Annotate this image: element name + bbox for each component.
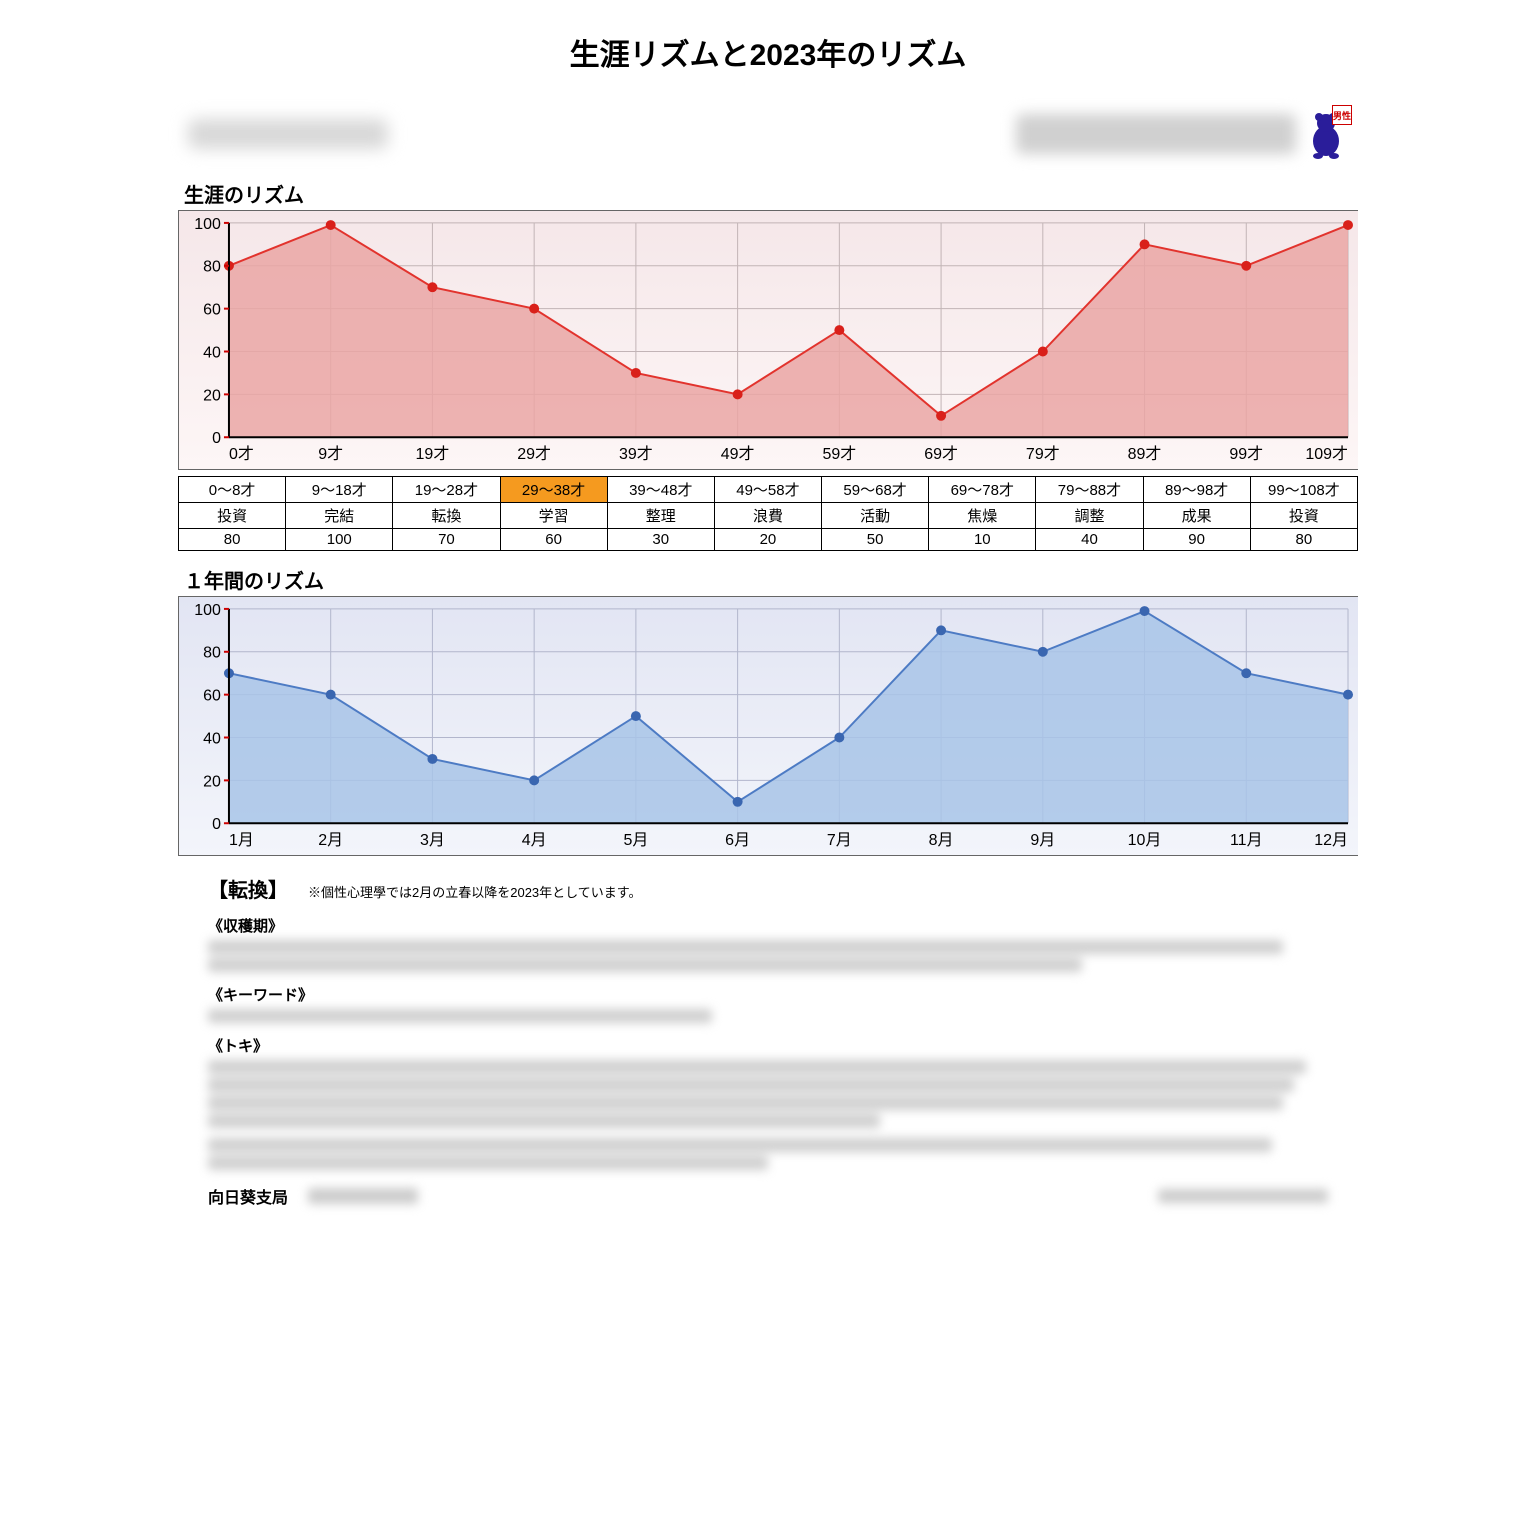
svg-text:20: 20 bbox=[203, 387, 221, 404]
life-phase-table: 0～8才9～18才19～28才29～38才39～48才49～58才59～68才6… bbox=[178, 476, 1358, 551]
svg-text:49才: 49才 bbox=[721, 445, 755, 463]
header-row: 男性 bbox=[188, 104, 1348, 164]
chart2-title: １年間のリズム bbox=[184, 565, 1358, 594]
svg-text:12月: 12月 bbox=[1314, 832, 1348, 849]
svg-text:11月: 11月 bbox=[1230, 832, 1263, 849]
svg-text:20: 20 bbox=[203, 773, 221, 790]
svg-text:59才: 59才 bbox=[822, 445, 856, 463]
page: 生涯リズムと2023年のリズム 男性 生涯のリズム 0 20 40 60 80 100 0 bbox=[178, 20, 1358, 1536]
mascot-icon: 男性 bbox=[1304, 109, 1348, 159]
year-rhythm-chart: 0 20 40 60 80 100 1月 2月 3月 4月 5月 6月 7月 8月 9月 10月 11月 12月 bbox=[178, 596, 1358, 856]
footer-row: 向日葵支局 bbox=[208, 1184, 1328, 1208]
svg-text:6月: 6月 bbox=[725, 832, 750, 849]
redacted-name bbox=[188, 119, 388, 149]
redacted-birth-info bbox=[1016, 114, 1296, 154]
chart1-title: 生涯のリズム bbox=[184, 179, 1358, 208]
page-title: 生涯リズムと2023年のリズム bbox=[178, 30, 1358, 74]
note-block-3: 《トキ》 bbox=[208, 1035, 1328, 1170]
svg-text:3月: 3月 bbox=[420, 832, 445, 849]
svg-text:4月: 4月 bbox=[522, 832, 547, 849]
note-label-2: 《キーワード》 bbox=[208, 984, 1328, 1005]
footer-branch: 向日葵支局 bbox=[208, 1184, 288, 1208]
redacted-text-1 bbox=[208, 940, 1328, 972]
redacted-footer-1 bbox=[308, 1188, 418, 1204]
life-rhythm-chart: 0 20 40 60 80 100 0才 9才 19才 29才 39才 49才 59才 69才 79才 89才… bbox=[178, 210, 1358, 470]
svg-text:2月: 2月 bbox=[318, 832, 343, 849]
chart2-svg: 0 20 40 60 80 100 1月 2月 3月 4月 5月 6月 7月 8月 9月 10月 11月 12月 bbox=[179, 597, 1358, 855]
notes-heading-main: 【転換】 bbox=[208, 874, 288, 903]
svg-text:80: 80 bbox=[203, 645, 221, 662]
svg-text:109才: 109才 bbox=[1305, 445, 1348, 463]
svg-text:1月: 1月 bbox=[229, 832, 254, 849]
header-right: 男性 bbox=[1016, 109, 1348, 159]
gender-badge: 男性 bbox=[1332, 105, 1352, 125]
svg-text:89才: 89才 bbox=[1128, 445, 1162, 463]
svg-text:79才: 79才 bbox=[1026, 445, 1060, 463]
svg-text:40: 40 bbox=[203, 345, 221, 362]
note-block-1: 《収穫期》 bbox=[208, 915, 1328, 972]
svg-text:100: 100 bbox=[194, 602, 221, 619]
svg-text:0: 0 bbox=[212, 430, 221, 447]
svg-text:99才: 99才 bbox=[1229, 445, 1263, 463]
notes-section: 【転換】 ※個性心理學では2月の立春以降を2023年としています。 《収穫期》 … bbox=[208, 874, 1328, 1170]
chart1-svg: 0 20 40 60 80 100 0才 9才 19才 29才 39才 49才 59才 69才 79才 89才… bbox=[179, 211, 1358, 469]
note-block-2: 《キーワード》 bbox=[208, 984, 1328, 1023]
notes-heading-sub: ※個性心理學では2月の立春以降を2023年としています。 bbox=[308, 882, 641, 901]
notes-heading: 【転換】 ※個性心理學では2月の立春以降を2023年としています。 bbox=[208, 874, 1328, 903]
note-label-1: 《収穫期》 bbox=[208, 915, 1328, 936]
note-label-3: 《トキ》 bbox=[208, 1035, 1328, 1056]
svg-text:40: 40 bbox=[203, 731, 221, 748]
redacted-footer-2 bbox=[1158, 1189, 1328, 1203]
svg-text:9才: 9才 bbox=[318, 445, 343, 463]
svg-text:8月: 8月 bbox=[929, 832, 954, 849]
redacted-text-3 bbox=[208, 1060, 1328, 1170]
svg-text:39才: 39才 bbox=[619, 445, 653, 463]
svg-text:5月: 5月 bbox=[623, 832, 648, 849]
svg-text:29才: 29才 bbox=[517, 445, 551, 463]
svg-text:100: 100 bbox=[194, 216, 221, 233]
svg-text:60: 60 bbox=[203, 688, 221, 705]
svg-text:7月: 7月 bbox=[827, 832, 852, 849]
svg-text:10月: 10月 bbox=[1128, 832, 1162, 849]
svg-text:9月: 9月 bbox=[1030, 832, 1055, 849]
svg-text:19才: 19才 bbox=[416, 445, 450, 463]
svg-text:0才: 0才 bbox=[229, 445, 254, 463]
svg-text:0: 0 bbox=[212, 816, 221, 833]
svg-text:60: 60 bbox=[203, 302, 221, 319]
redacted-text-2 bbox=[208, 1009, 1328, 1023]
svg-text:80: 80 bbox=[203, 259, 221, 276]
svg-text:69才: 69才 bbox=[924, 445, 958, 463]
